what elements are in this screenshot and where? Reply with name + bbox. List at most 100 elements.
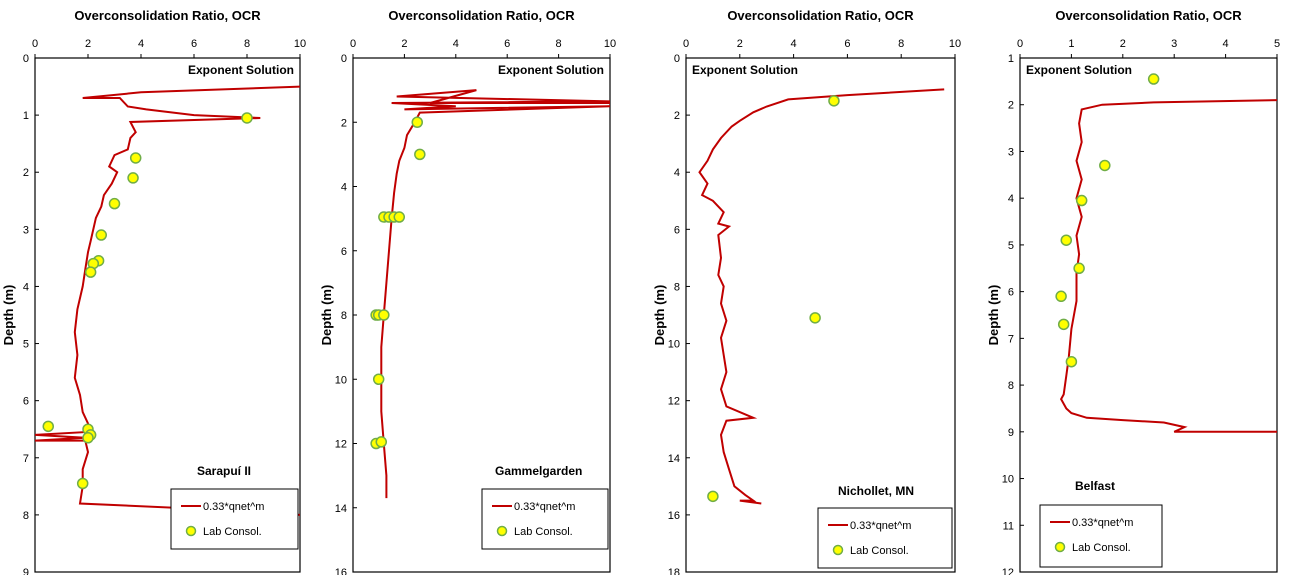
x-tick-label: 8 bbox=[898, 38, 904, 50]
chart-title: Overconsolidation Ratio, OCR bbox=[388, 8, 575, 23]
lab-consol-point bbox=[372, 373, 385, 385]
y-tick-label: 7 bbox=[23, 453, 29, 465]
lab-consol-point bbox=[375, 436, 388, 448]
legend-box bbox=[1039, 504, 1163, 568]
legend-label-points: Lab Consol. bbox=[203, 526, 262, 538]
x-tick-label: 6 bbox=[191, 38, 197, 50]
y-tick-label: 16 bbox=[668, 510, 680, 522]
y-tick-label: 10 bbox=[335, 374, 347, 386]
lab-consol-point bbox=[1065, 355, 1078, 368]
site-label: Sarapuí II bbox=[197, 464, 251, 478]
legend-point-swatch bbox=[832, 544, 844, 556]
y-tick-label: 2 bbox=[1008, 100, 1014, 112]
lab-consol-point bbox=[414, 148, 426, 161]
y-tick-label: 5 bbox=[1008, 240, 1014, 252]
lab-consol-point bbox=[828, 95, 840, 107]
plot-frame bbox=[685, 57, 956, 573]
x-tick-label: 2 bbox=[737, 38, 743, 50]
y-tick-label: 12 bbox=[1002, 567, 1014, 575]
x-tick-label: 2 bbox=[85, 38, 91, 50]
y-tick-label: 1 bbox=[1008, 53, 1014, 65]
y-tick-label: 7 bbox=[1008, 333, 1014, 345]
site-label: Belfast bbox=[1075, 479, 1115, 493]
y-tick-label: 14 bbox=[335, 503, 347, 515]
legend-label-points: Lab Consol. bbox=[1072, 542, 1131, 554]
y-tick-label: 8 bbox=[341, 310, 347, 322]
x-tick-label: 6 bbox=[504, 38, 510, 50]
y-axis-label: Depth (m) bbox=[652, 285, 667, 346]
legend-point-swatch bbox=[185, 525, 197, 537]
x-tick-label: 4 bbox=[138, 38, 144, 50]
x-tick-label: 0 bbox=[32, 38, 38, 50]
lab-consol-point bbox=[1075, 194, 1088, 207]
ocr-profile-line bbox=[1059, 99, 1277, 433]
legend-label-line: 0.33*qnet^m bbox=[514, 501, 575, 513]
chart-panel-1: Overconsolidation Ratio, OCR 0 2 4 6 8 10 0 1 2 3 4… bbox=[1, 8, 306, 575]
lab-consol-point bbox=[95, 229, 107, 241]
x-tick-label: 8 bbox=[244, 38, 250, 50]
y-tick-label: 8 bbox=[23, 510, 29, 522]
lab-consol-point bbox=[1060, 234, 1073, 246]
y-tick-label: 4 bbox=[674, 167, 680, 179]
x-tick-label: 3 bbox=[1171, 38, 1177, 50]
site-label: Gammelgarden bbox=[495, 464, 582, 478]
y-tick-label: 8 bbox=[674, 281, 680, 293]
y-tick-label: 8 bbox=[1008, 380, 1014, 392]
y-tick-label: 4 bbox=[23, 281, 29, 293]
x-tick-label: 0 bbox=[1017, 38, 1023, 50]
legend-label-points: Lab Consol. bbox=[850, 545, 909, 557]
legend: 0.33*qnet^m Lab Consol. bbox=[170, 488, 299, 550]
y-tick-label: 2 bbox=[341, 117, 347, 129]
chart-title: Overconsolidation Ratio, OCR bbox=[1055, 8, 1242, 23]
y-tick-label: 16 bbox=[335, 567, 347, 575]
x-tick-label: 1 bbox=[1068, 38, 1074, 50]
annotation-exponent-solution: Exponent Solution bbox=[1026, 63, 1132, 77]
legend-point-swatch bbox=[1054, 541, 1066, 553]
lab-consol-point bbox=[378, 309, 390, 321]
plot-frame bbox=[34, 57, 301, 573]
lab-consol-point bbox=[76, 477, 89, 490]
lab-consol-point bbox=[393, 211, 406, 223]
lab-consol-point bbox=[129, 152, 142, 164]
y-tick-label: 0 bbox=[674, 53, 680, 65]
y-tick-label: 3 bbox=[23, 224, 29, 236]
y-tick-label: 2 bbox=[23, 167, 29, 179]
chart-panel-3: Overconsolidation Ratio, OCR 0 2 4 6 8 10 0 2 4 6 8… bbox=[652, 8, 961, 575]
legend: 0.33*qnet^m Lab Consol. bbox=[817, 507, 953, 569]
lab-consol-point bbox=[84, 266, 97, 278]
legend-box bbox=[817, 507, 953, 569]
y-tick-label: 4 bbox=[341, 182, 347, 194]
y-tick-label: 6 bbox=[674, 224, 680, 236]
lab-consol-point bbox=[1057, 318, 1070, 331]
legend-label-line: 0.33*qnet^m bbox=[203, 501, 264, 513]
legend-label-points: Lab Consol. bbox=[514, 526, 573, 538]
lab-consol-point bbox=[809, 312, 821, 324]
y-axis-label: Depth (m) bbox=[1, 285, 16, 346]
y-tick-label: 0 bbox=[23, 53, 29, 65]
lab-consol-point bbox=[1055, 290, 1067, 303]
y-tick-label: 10 bbox=[1002, 474, 1014, 486]
annotation-exponent-solution: Exponent Solution bbox=[188, 63, 294, 77]
y-tick-label: 2 bbox=[674, 110, 680, 122]
y-axis-label: Depth (m) bbox=[986, 285, 1001, 346]
annotation-exponent-solution: Exponent Solution bbox=[692, 63, 798, 77]
y-tick-label: 4 bbox=[1008, 193, 1014, 205]
ocr-profile-line bbox=[698, 88, 945, 505]
y-tick-label: 6 bbox=[341, 246, 347, 258]
x-tick-label: 10 bbox=[604, 38, 616, 50]
y-tick-label: 10 bbox=[668, 339, 680, 351]
legend: 0.33*qnet^m Lab Consol. bbox=[1039, 504, 1163, 568]
x-tick-label: 10 bbox=[294, 38, 306, 50]
site-label: Nichollet, MN bbox=[838, 484, 914, 498]
x-tick-label: 0 bbox=[683, 38, 689, 50]
lab-consol-point bbox=[1099, 159, 1111, 172]
x-tick-label: 4 bbox=[791, 38, 797, 50]
legend-box bbox=[481, 488, 609, 550]
x-tick-label: 0 bbox=[350, 38, 356, 50]
y-tick-label: 18 bbox=[668, 567, 680, 575]
ocr-profile-line bbox=[380, 89, 610, 499]
y-tick-label: 1 bbox=[23, 110, 29, 122]
legend-label-line: 0.33*qnet^m bbox=[1072, 517, 1133, 529]
